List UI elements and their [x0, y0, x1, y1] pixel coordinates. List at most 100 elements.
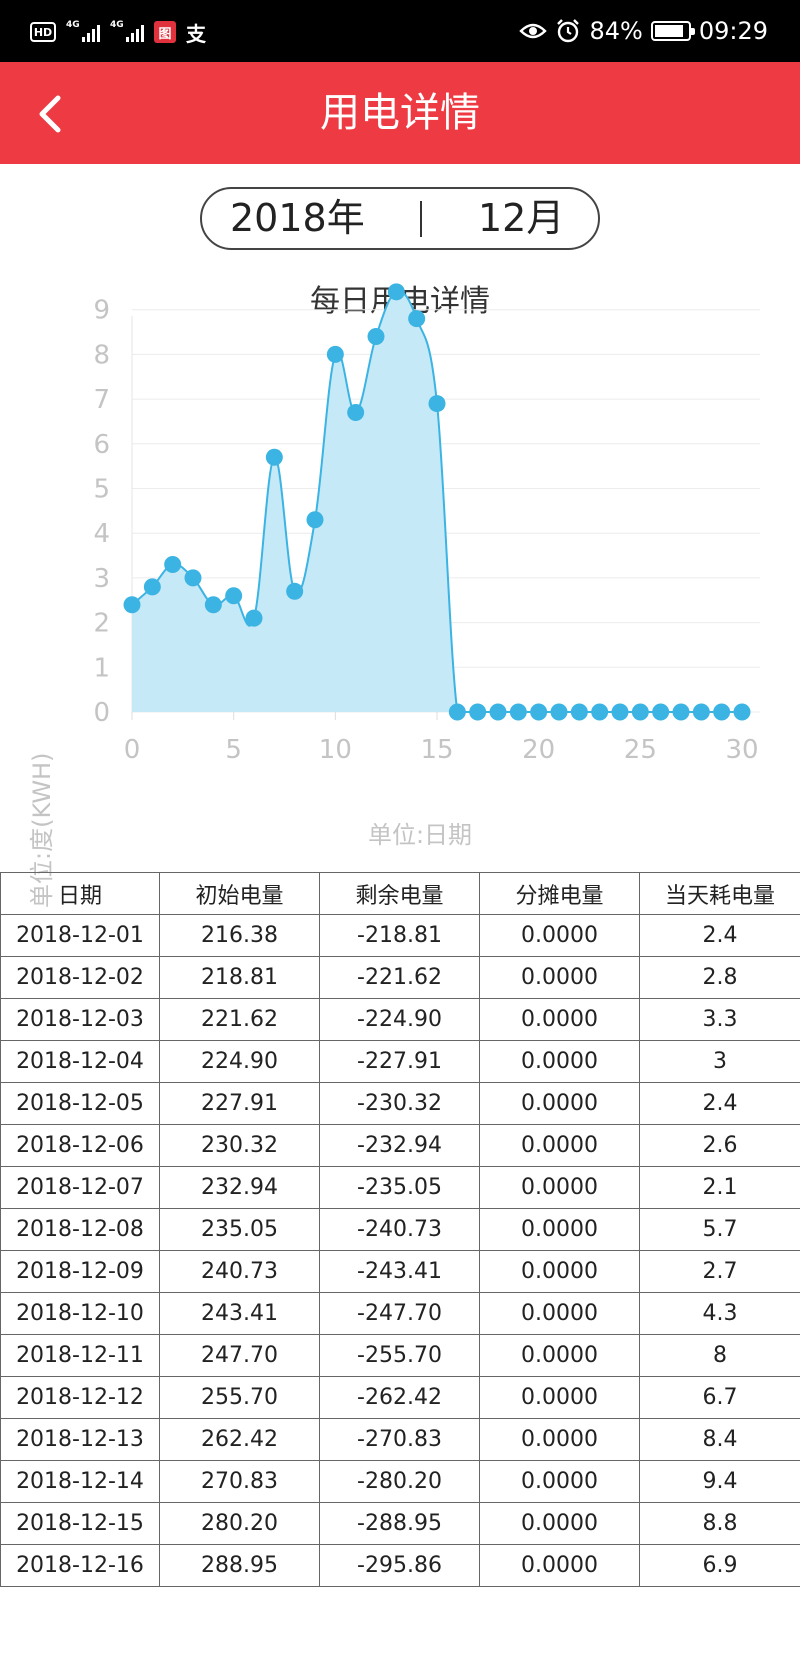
data-point — [469, 703, 487, 721]
data-point — [448, 703, 466, 721]
table-row: 2018-12-11 247.70 -255.70 0.0000 8 — [0, 1334, 800, 1377]
y-tick-label: 4 — [93, 519, 110, 549]
data-point — [184, 569, 202, 587]
table-header-daily: 当天耗电量 — [639, 872, 800, 915]
initial-cell: 218.81 — [159, 956, 320, 999]
initial-cell: 216.38 — [159, 914, 320, 957]
table-header-row: 日期 初始电量 剩余电量 分摊电量 当天耗电量 — [0, 872, 800, 915]
daily-cell: 6.7 — [639, 1376, 800, 1419]
data-point — [631, 703, 649, 721]
daily-cell: 6.9 — [639, 1544, 800, 1587]
x-tick-label: 0 — [124, 735, 141, 765]
remaining-cell: -221.62 — [319, 956, 480, 999]
shared-cell: 0.0000 — [479, 1124, 640, 1167]
clock-time: 09:29 — [698, 17, 768, 45]
x-tick-label: 10 — [319, 735, 352, 765]
table-row: 2018-12-08 235.05 -240.73 0.0000 5.7 — [0, 1208, 800, 1251]
x-tick-label: 15 — [420, 735, 453, 765]
data-point — [123, 596, 141, 614]
daily-cell: 2.7 — [639, 1250, 800, 1293]
shared-cell: 0.0000 — [479, 1208, 640, 1251]
table-row: 2018-12-15 280.20 -288.95 0.0000 8.8 — [0, 1502, 800, 1545]
remaining-cell: -240.73 — [319, 1208, 480, 1251]
initial-cell: 255.70 — [159, 1376, 320, 1419]
data-point — [692, 703, 710, 721]
chevron-left-icon — [39, 95, 61, 133]
initial-cell: 270.83 — [159, 1460, 320, 1503]
alipay-icon: 支 — [186, 21, 206, 46]
remaining-cell: -288.95 — [319, 1502, 480, 1545]
initial-cell: 280.20 — [159, 1502, 320, 1545]
date-cell: 2018-12-06 — [0, 1124, 160, 1167]
data-point — [143, 578, 161, 596]
remaining-cell: -262.42 — [319, 1376, 480, 1419]
table-row: 2018-12-13 262.42 -270.83 0.0000 8.4 — [0, 1418, 800, 1461]
table-row: 2018-12-10 243.41 -247.70 0.0000 4.3 — [0, 1292, 800, 1335]
back-button[interactable] — [22, 86, 78, 142]
shared-cell: 0.0000 — [479, 1040, 640, 1083]
data-point — [591, 703, 609, 721]
data-point — [530, 703, 548, 721]
x-tick-label: 30 — [725, 735, 758, 765]
y-tick-label: 8 — [93, 340, 110, 370]
initial-cell: 247.70 — [159, 1334, 320, 1377]
data-point — [550, 703, 568, 721]
daily-cell: 4.3 — [639, 1292, 800, 1335]
daily-cell: 2.4 — [639, 914, 800, 957]
data-point — [611, 703, 629, 721]
daily-cell: 2.4 — [639, 1082, 800, 1125]
app-header: 用电详情 — [0, 62, 800, 164]
data-point — [164, 555, 182, 573]
data-point — [265, 448, 283, 466]
status-bar: HD 4G 4G 图 支 84% 09:29 — [0, 0, 800, 62]
shared-cell: 0.0000 — [479, 1502, 640, 1545]
table-header-initial: 初始电量 — [159, 872, 320, 915]
daily-cell: 2.1 — [639, 1166, 800, 1209]
status-icons-left: HD 4G 4G 图 支 — [30, 18, 206, 46]
remaining-cell: -232.94 — [319, 1124, 480, 1167]
shared-cell: 0.0000 — [479, 1334, 640, 1377]
date-cell: 2018-12-08 — [0, 1208, 160, 1251]
data-point — [387, 283, 405, 301]
daily-cell: 3.3 — [639, 998, 800, 1041]
daily-cell: 2.8 — [639, 956, 800, 999]
y-tick-label: 1 — [93, 653, 110, 683]
date-selector[interactable]: 2018年 12月 — [200, 187, 600, 250]
signal-type-label: 4G — [66, 20, 80, 30]
date-cell: 2018-12-09 — [0, 1250, 160, 1293]
remaining-cell: -255.70 — [319, 1334, 480, 1377]
table-row: 2018-12-14 270.83 -280.20 0.0000 9.4 — [0, 1460, 800, 1503]
data-point — [428, 395, 446, 413]
month-value: 12月 — [478, 196, 565, 240]
table-row: 2018-12-12 255.70 -262.42 0.0000 6.7 — [0, 1376, 800, 1419]
shared-cell: 0.0000 — [479, 1418, 640, 1461]
table-row: 2018-12-05 227.91 -230.32 0.0000 2.4 — [0, 1082, 800, 1125]
signal-type-label-2: 4G — [110, 20, 124, 30]
data-point — [326, 345, 344, 363]
date-cell: 2018-12-16 — [0, 1544, 160, 1587]
y-tick-label: 3 — [93, 564, 110, 594]
data-point — [713, 703, 731, 721]
x-tick-label: 25 — [624, 735, 657, 765]
data-point — [733, 703, 751, 721]
daily-cell: 8.4 — [639, 1418, 800, 1461]
daily-cell: 5.7 — [639, 1208, 800, 1251]
table-header-date: 日期 — [0, 872, 160, 915]
daily-cell: 2.6 — [639, 1124, 800, 1167]
date-cell: 2018-12-15 — [0, 1502, 160, 1545]
remaining-cell: -247.70 — [319, 1292, 480, 1335]
data-point — [408, 310, 426, 328]
series-area — [132, 291, 742, 712]
date-cell: 2018-12-02 — [0, 956, 160, 999]
shared-cell: 0.0000 — [479, 1250, 640, 1293]
shared-cell: 0.0000 — [479, 1460, 640, 1503]
y-tick-label: 5 — [93, 475, 110, 505]
notification-app-icon: 图 — [154, 21, 176, 43]
shared-cell: 0.0000 — [479, 1376, 640, 1419]
date-cell: 2018-12-14 — [0, 1460, 160, 1503]
remaining-cell: -224.90 — [319, 998, 480, 1041]
y-tick-label: 2 — [93, 609, 110, 639]
data-point — [489, 703, 507, 721]
x-axis-label: 单位:日期 — [367, 821, 473, 849]
table-row: 2018-12-06 230.32 -232.94 0.0000 2.6 — [0, 1124, 800, 1167]
